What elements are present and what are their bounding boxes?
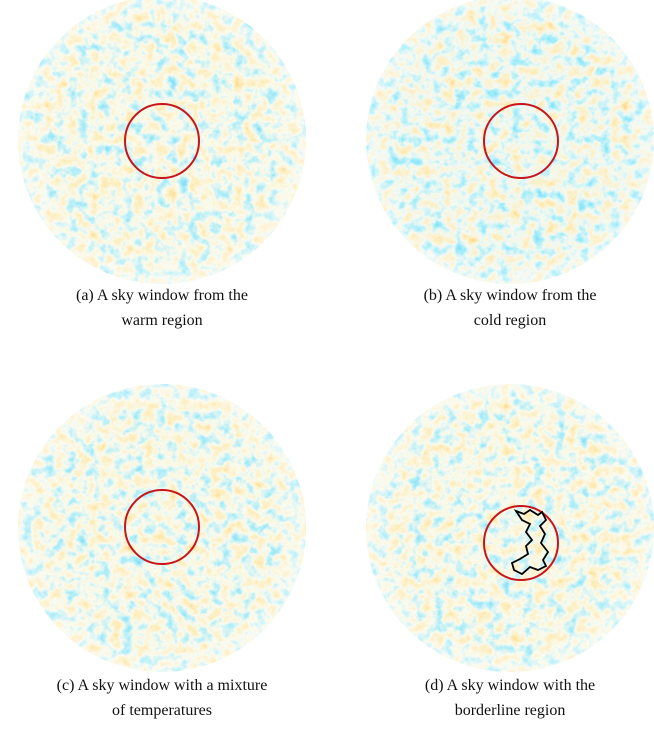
caption-line: cold region bbox=[474, 312, 546, 329]
sky-shade bbox=[366, 384, 654, 672]
sky-map bbox=[18, 384, 306, 672]
caption-line: (c) A sky window with a mixture bbox=[57, 677, 268, 694]
sky-shade bbox=[18, 0, 306, 284]
sky-shade bbox=[18, 384, 306, 672]
page: (a) A sky window from the warm region (b… bbox=[0, 0, 654, 752]
caption-line: of temperatures bbox=[112, 702, 212, 719]
sky-map bbox=[366, 384, 654, 672]
figure: (a) A sky window from the warm region (b… bbox=[0, 0, 654, 752]
caption-line: (a) A sky window from the bbox=[76, 287, 248, 304]
sky-map bbox=[18, 0, 306, 284]
caption-line: (b) A sky window from the bbox=[424, 287, 597, 304]
caption-line: warm region bbox=[121, 312, 202, 329]
caption-line: (d) A sky window with the bbox=[425, 677, 595, 694]
caption-line: borderline region bbox=[455, 702, 566, 719]
sky-map bbox=[366, 0, 654, 284]
sky-shade bbox=[366, 0, 654, 284]
